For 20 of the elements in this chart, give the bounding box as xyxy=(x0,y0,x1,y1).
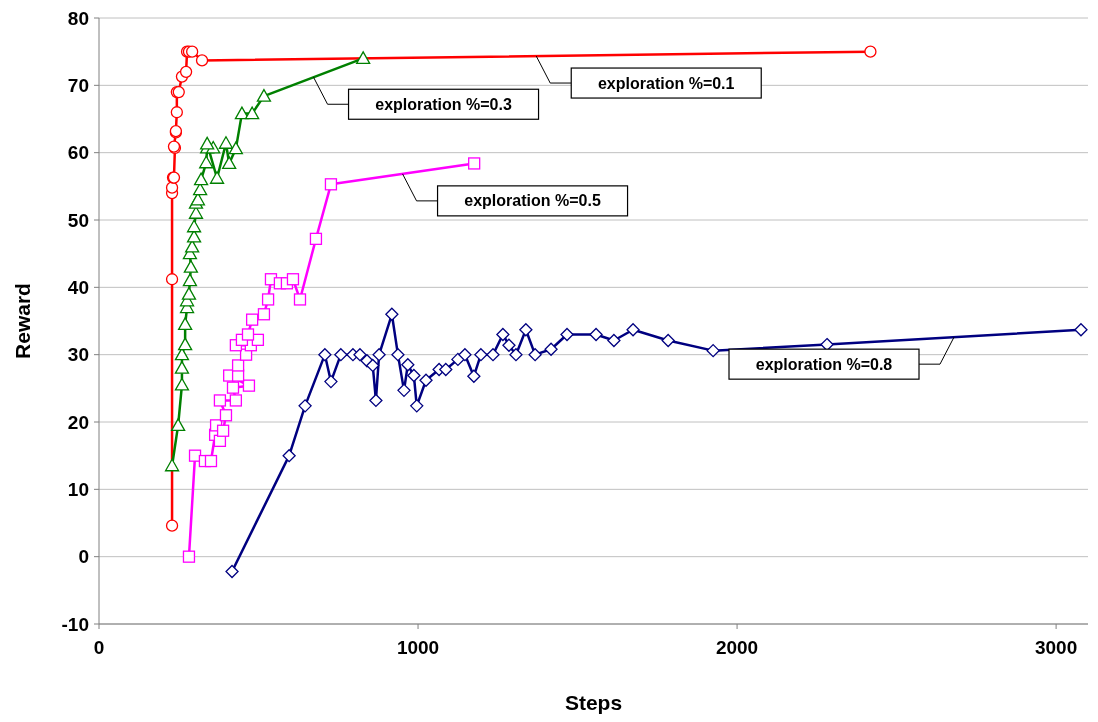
y-tick-label: 10 xyxy=(67,478,89,500)
y-tick-label: 0 xyxy=(78,546,89,568)
x-axis-title: Steps xyxy=(564,691,623,714)
y-tick-label: 80 xyxy=(67,7,89,29)
y-tick-label: -10 xyxy=(61,613,89,635)
x-tick-label: 1000 xyxy=(396,637,440,658)
y-tick-label: 20 xyxy=(67,411,89,433)
series-label: exploration %=0.1 xyxy=(597,74,735,92)
series-label: exploration %=0.8 xyxy=(755,355,893,373)
x-tick-label: 2000 xyxy=(715,637,759,658)
series-label: exploration %=0.5 xyxy=(464,192,601,210)
y-tick-label: 30 xyxy=(67,344,89,366)
x-tick-label: 0 xyxy=(93,637,105,658)
y-axis-title: Reward xyxy=(11,283,34,359)
x-tick-label: 3000 xyxy=(1034,637,1078,658)
text: exploration %=0.3 xyxy=(375,95,512,113)
y-tick-label: 60 xyxy=(67,142,89,164)
y-tick-label: 70 xyxy=(67,74,89,96)
y-tick-label: 50 xyxy=(67,209,89,231)
y-tick-label: 40 xyxy=(67,276,89,298)
